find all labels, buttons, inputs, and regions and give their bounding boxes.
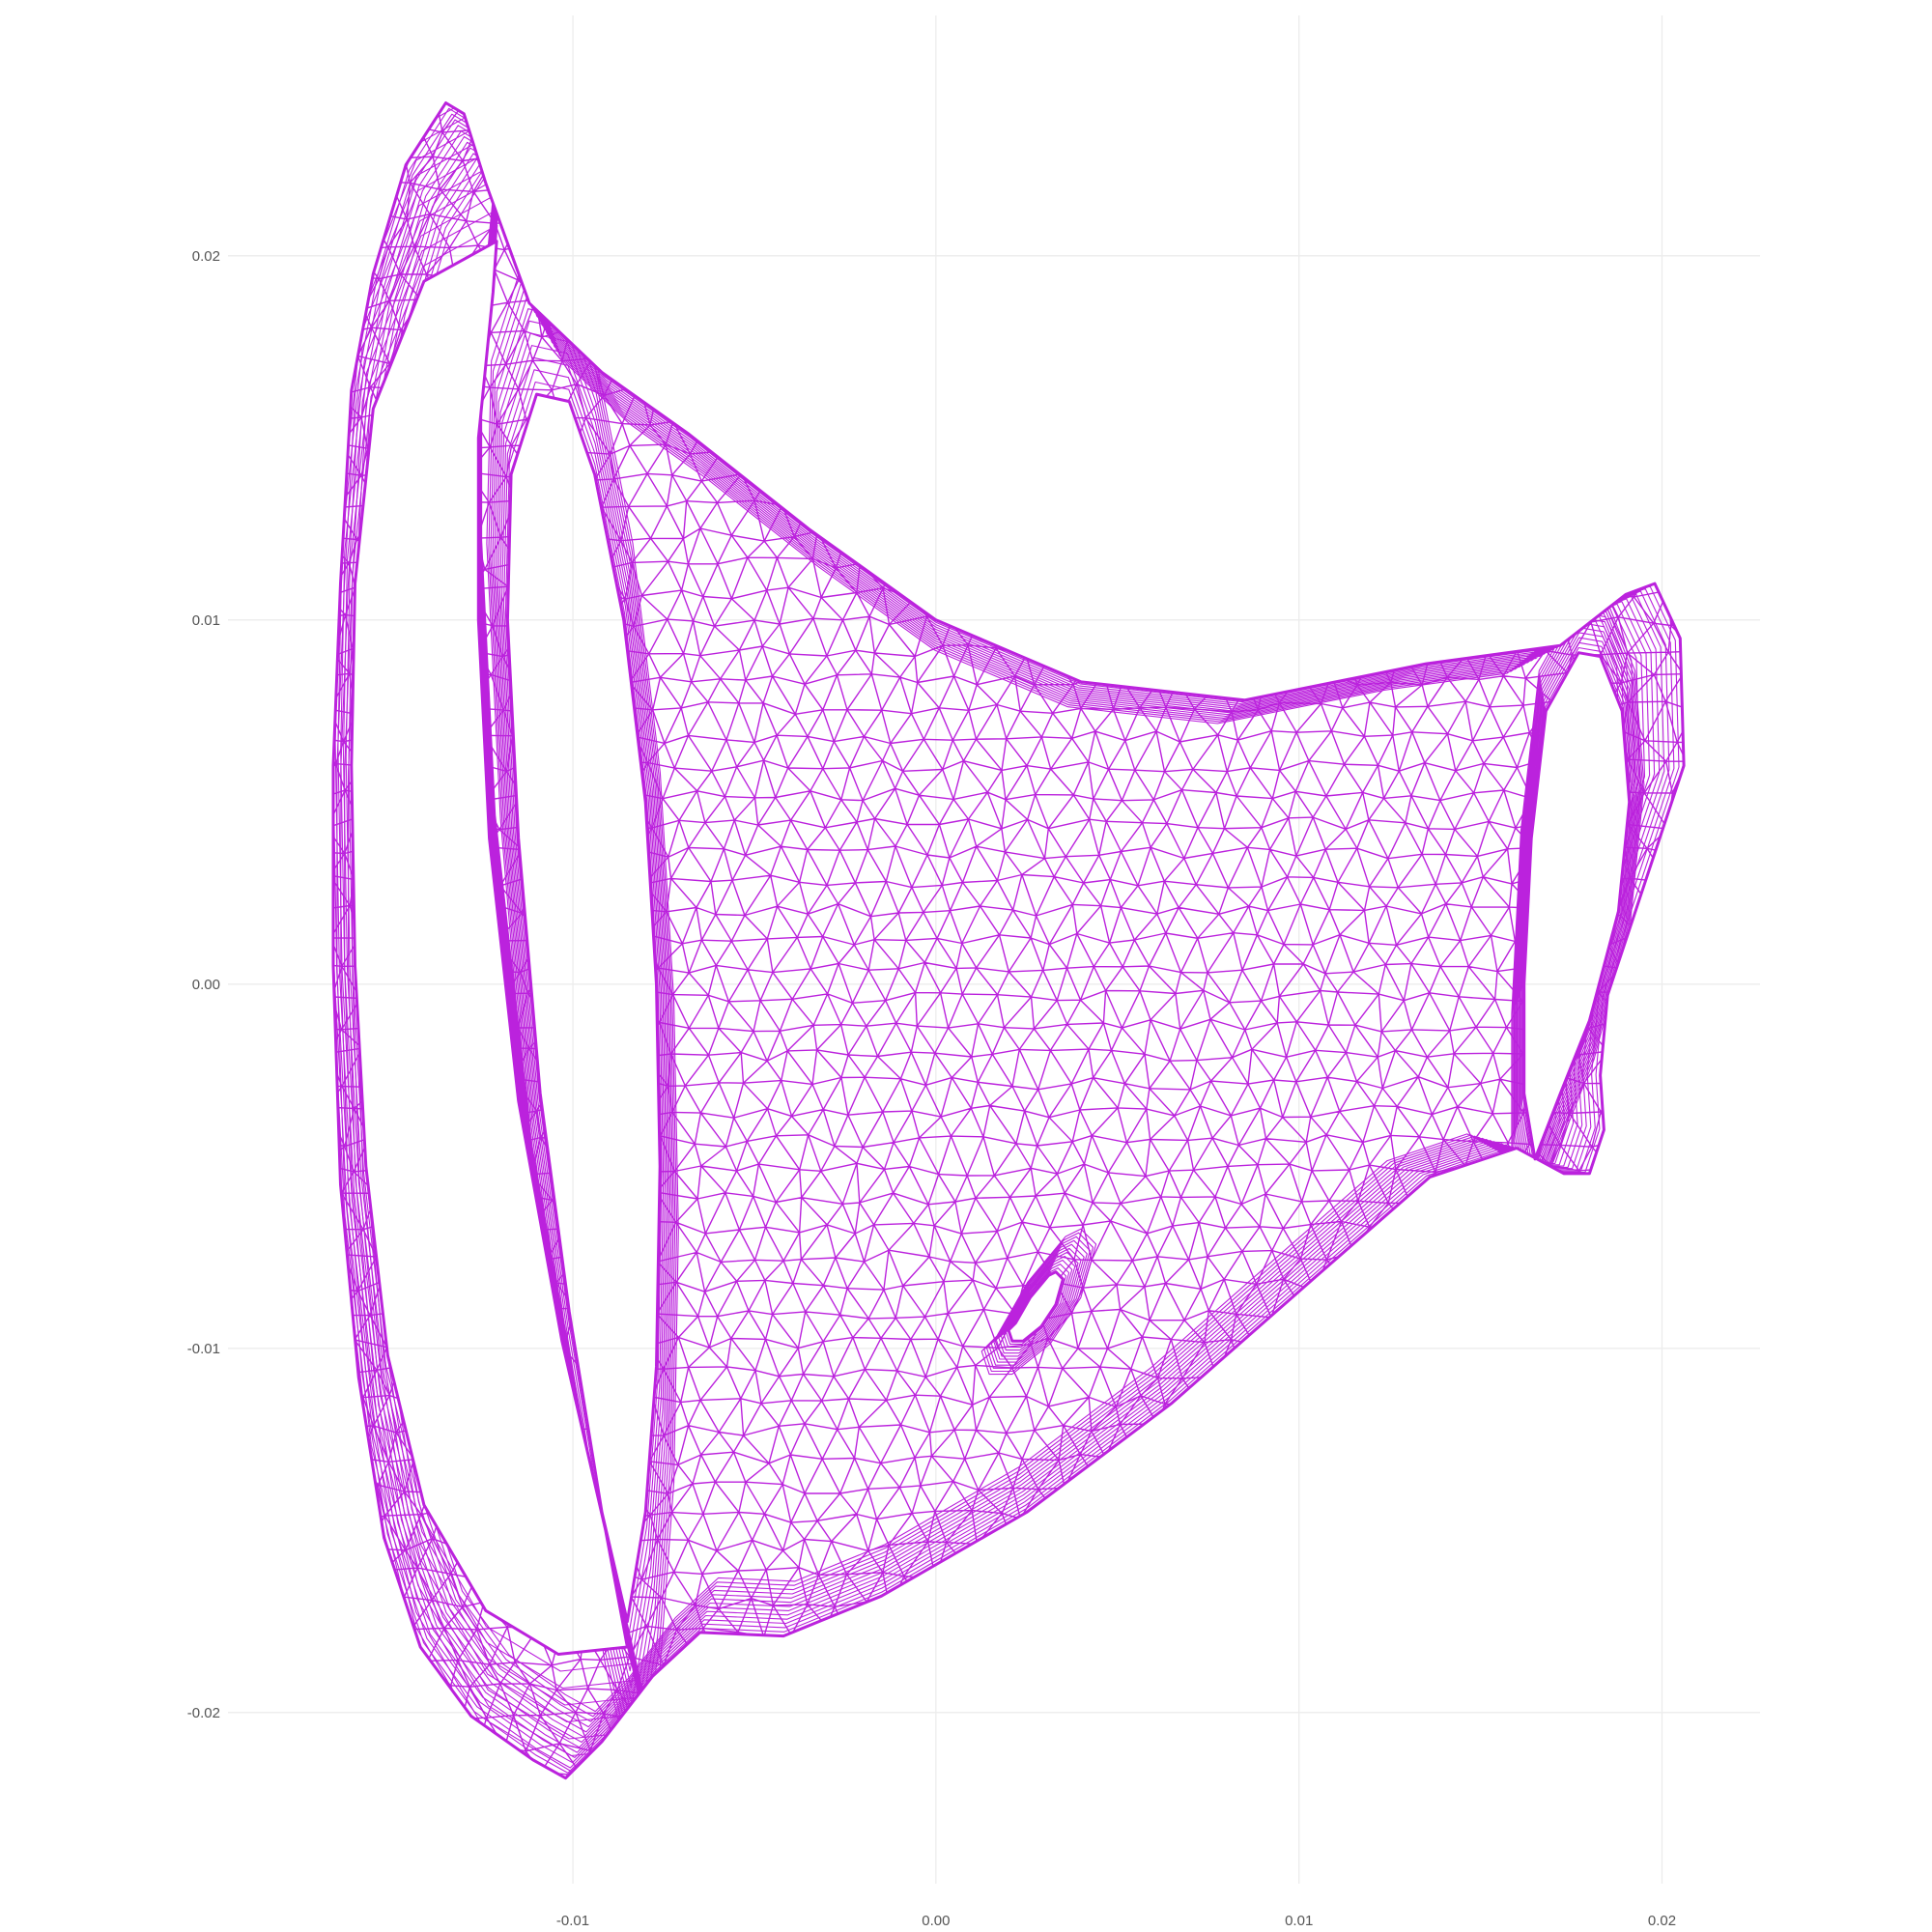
y-tick-label: -0.01 bbox=[187, 1341, 220, 1357]
hole-boundary-2 bbox=[1522, 651, 1632, 1161]
hole-boundary-3 bbox=[1007, 1270, 1065, 1343]
y-tick-label: 0.01 bbox=[192, 612, 220, 629]
hole-boundary-0 bbox=[350, 240, 629, 1656]
outer-boundary bbox=[331, 101, 1686, 1780]
y-tick-label: 0.02 bbox=[192, 248, 220, 265]
x-tick-label: 0.02 bbox=[1648, 1913, 1676, 1929]
y-axis-tick-labels: -0.02 -0.01 0.00 0.01 0.02 bbox=[187, 248, 220, 1721]
x-tick-label: -0.01 bbox=[556, 1913, 589, 1929]
x-axis-tick-labels: -0.01 0.00 0.01 0.02 bbox=[556, 1913, 1676, 1929]
y-tick-label: -0.02 bbox=[187, 1705, 220, 1721]
grid-lines bbox=[228, 15, 1760, 1884]
hole-boundary-1 bbox=[505, 392, 662, 1624]
x-tick-label: 0.00 bbox=[922, 1913, 950, 1929]
mesh-surface bbox=[331, 101, 1686, 1780]
x-tick-label: 0.01 bbox=[1285, 1913, 1313, 1929]
y-tick-label: 0.00 bbox=[192, 977, 220, 993]
